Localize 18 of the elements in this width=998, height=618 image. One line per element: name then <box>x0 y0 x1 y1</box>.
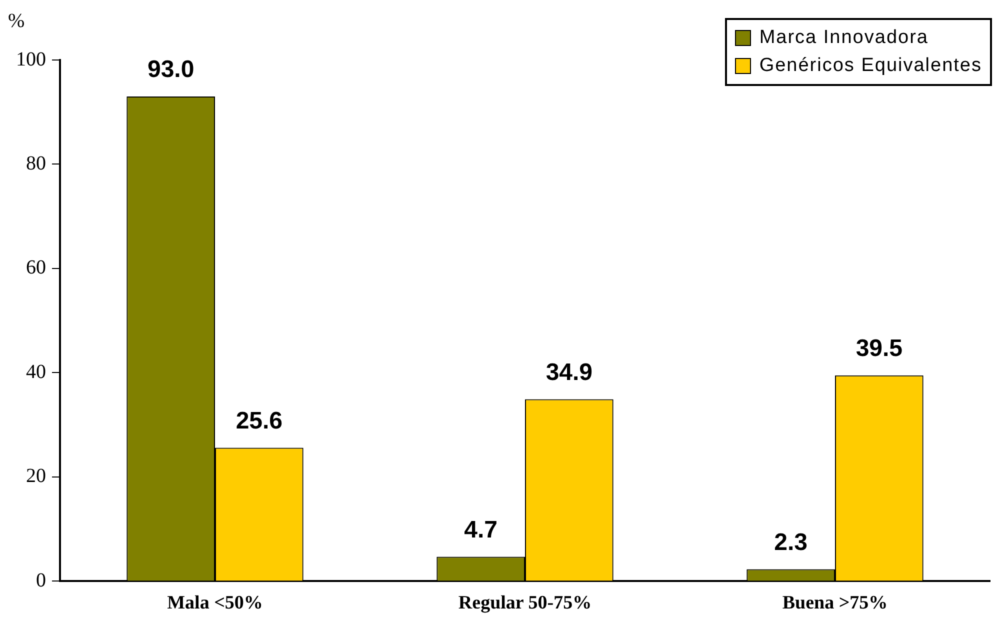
x-tick-label: Mala <50% <box>167 592 263 614</box>
legend-label: Genéricos Equivalentes <box>759 54 982 78</box>
data-label: 39.5 <box>856 334 903 362</box>
y-tick-label: 20 <box>26 465 46 488</box>
y-axis-title: % <box>8 10 25 33</box>
x-tick-label: Regular 50-75% <box>458 592 592 614</box>
data-label: 93.0 <box>147 56 194 84</box>
data-label: 4.7 <box>464 516 498 544</box>
y-tick-label: 80 <box>26 152 46 174</box>
data-label: 2.3 <box>774 528 808 556</box>
y-tick-label: 40 <box>26 360 46 383</box>
legend-label: Marca Innovadora <box>759 26 928 50</box>
y-tick-label: 60 <box>26 256 46 279</box>
x-tick-label: Buena >75% <box>782 592 888 614</box>
data-label: 25.6 <box>236 407 283 434</box>
y-tick-label: 0 <box>36 569 46 592</box>
data-label: 34.9 <box>546 358 593 386</box>
y-tick-label: 100 <box>16 48 46 70</box>
